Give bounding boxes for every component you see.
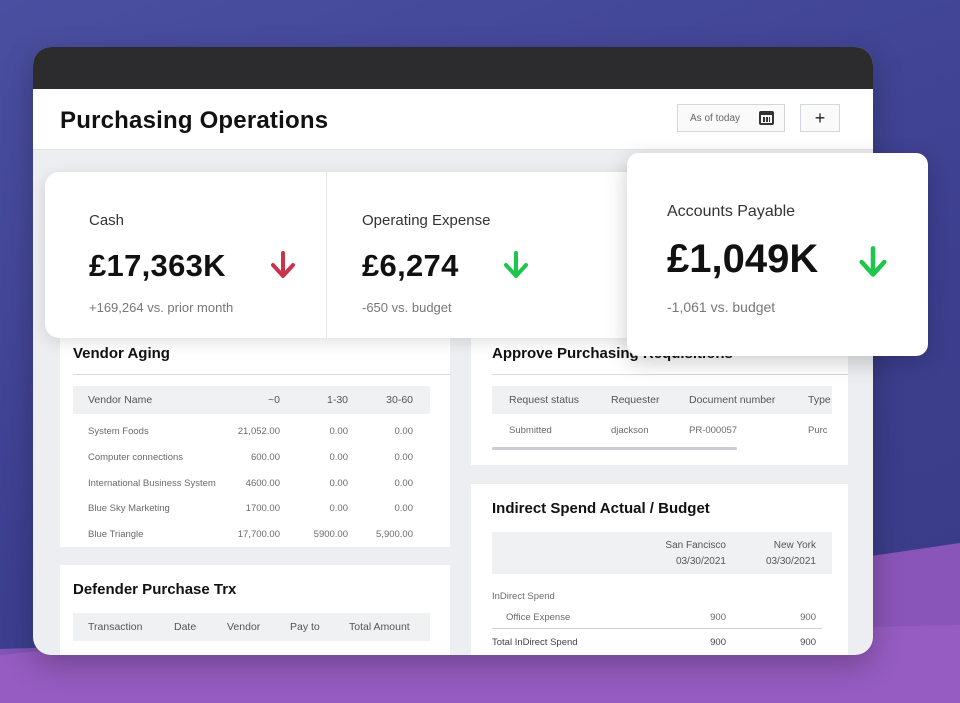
divider bbox=[492, 628, 822, 629]
request-status: Submitted bbox=[509, 425, 552, 436]
kpi-comparison: +169,264 vs. prior month bbox=[89, 300, 234, 315]
table-row[interactable]: Total InDirect Spend 900 900 bbox=[492, 637, 832, 655]
panel-title: Indirect Spend Actual / Budget bbox=[492, 500, 710, 517]
column-header-city: New York bbox=[773, 540, 816, 551]
defender-purchase-panel: Defender Purchase Trx Transaction Date V… bbox=[60, 565, 450, 655]
page-title: Purchasing Operations bbox=[60, 107, 329, 134]
kpi-comparison: -650 vs. budget bbox=[362, 300, 452, 315]
column-header: Total Amount bbox=[349, 621, 410, 633]
vendor-name: Blue Sky Marketing bbox=[88, 503, 170, 514]
cell-value: 0.00 bbox=[394, 426, 414, 437]
column-header: Requester bbox=[611, 394, 660, 406]
column-header: Vendor Name bbox=[88, 394, 153, 406]
cell-value: 5,900.00 bbox=[376, 529, 413, 540]
kpi-card-cash[interactable]: Cash £17,363K +169,264 vs. prior month bbox=[45, 172, 326, 338]
kpi-card-accounts-payable[interactable]: Accounts Payable £1,049K -1,061 vs. budg… bbox=[627, 153, 928, 356]
type: Purc bbox=[808, 425, 828, 436]
kpi-value: £17,363K bbox=[89, 248, 226, 283]
cell-value: 900 bbox=[800, 637, 816, 648]
document-number: PR-000057 bbox=[689, 425, 738, 436]
calendar-icon bbox=[759, 111, 774, 125]
vendor-name: Blue Triangle bbox=[88, 529, 144, 540]
cell-value: 600.00 bbox=[250, 452, 280, 463]
cell-value: 4600.00 bbox=[245, 478, 280, 489]
group-label: InDirect Spend bbox=[492, 591, 555, 602]
cell-value: 1700.00 bbox=[245, 503, 280, 514]
table-row[interactable]: International Business System 4600.00 0.… bbox=[73, 478, 430, 498]
divider bbox=[492, 374, 848, 375]
cell-value: 0.00 bbox=[394, 452, 414, 463]
cell-value: 0.00 bbox=[329, 426, 349, 437]
table-row[interactable]: Submitted djackson PR-000057 Purc bbox=[492, 425, 832, 445]
vendor-name: System Foods bbox=[88, 426, 149, 437]
table-header: Vendor Name ~0 1-30 30-60 bbox=[73, 386, 430, 414]
cell-value: 5900.00 bbox=[313, 529, 348, 540]
column-header-date: 03/30/2021 bbox=[765, 556, 816, 567]
kpi-label: Accounts Payable bbox=[667, 203, 796, 220]
cell-value: 0.00 bbox=[394, 503, 414, 514]
kpi-comparison: -1,061 vs. budget bbox=[667, 299, 776, 315]
row-label: Office Expense bbox=[506, 612, 571, 623]
add-button[interactable]: + bbox=[800, 104, 840, 132]
vendor-aging-panel: Vendor Aging Vendor Name ~0 1-30 30-60 S… bbox=[60, 322, 451, 549]
panel-title: Defender Purchase Trx bbox=[73, 581, 237, 598]
vendor-name: Computer connections bbox=[88, 452, 184, 463]
divider bbox=[73, 374, 451, 375]
cell-value: 0.00 bbox=[329, 452, 349, 463]
column-header: Type bbox=[808, 394, 831, 406]
row-label: Total InDirect Spend bbox=[492, 637, 578, 648]
date-filter-button[interactable]: As of today bbox=[677, 104, 785, 132]
page-header: Purchasing Operations As of today + bbox=[33, 89, 873, 150]
cell-value: 900 bbox=[710, 637, 726, 648]
column-header: Request status bbox=[509, 394, 580, 406]
table-row[interactable]: Computer connections 600.00 0.00 0.00 bbox=[73, 452, 430, 472]
column-header-city: San Fancisco bbox=[665, 540, 726, 551]
column-header: Date bbox=[174, 621, 197, 633]
table-row[interactable]: Blue Sky Marketing 1700.00 0.00 0.00 bbox=[73, 503, 430, 523]
column-header-date: 03/30/2021 bbox=[675, 556, 726, 567]
table-row[interactable]: System Foods 21,052.00 0.00 0.00 bbox=[73, 426, 430, 446]
cell-value: 900 bbox=[800, 612, 816, 623]
cell-value: 0.00 bbox=[329, 503, 349, 514]
table-header: San Fancisco 03/30/2021 New York 03/30/2… bbox=[492, 532, 832, 574]
kpi-label: Cash bbox=[89, 212, 125, 229]
table-row[interactable]: Office Expense 900 900 bbox=[492, 612, 832, 632]
kpi-strip: Cash £17,363K +169,264 vs. prior month O… bbox=[45, 172, 645, 338]
horizontal-scrollbar[interactable] bbox=[492, 447, 737, 450]
column-header: ~0 bbox=[268, 394, 280, 406]
panel-title: Vendor Aging bbox=[73, 345, 170, 362]
column-header: Document number bbox=[689, 394, 776, 406]
vendor-name: International Business System bbox=[88, 478, 216, 489]
kpi-value: £6,274 bbox=[362, 248, 459, 283]
column-header: Transaction bbox=[88, 621, 143, 633]
table-header: Transaction Date Vendor Pay to Total Amo… bbox=[73, 613, 430, 641]
kpi-card-operating-expense[interactable]: Operating Expense £6,274 -650 vs. budget bbox=[327, 172, 645, 338]
table-row[interactable]: Blue Triangle 17,700.00 5900.00 5,900.00 bbox=[73, 529, 430, 549]
kpi-label: Operating Expense bbox=[362, 212, 491, 229]
arrow-down-icon bbox=[271, 251, 295, 278]
arrow-down-icon bbox=[504, 251, 528, 278]
divider bbox=[326, 172, 327, 338]
cell-value: 21,052.00 bbox=[237, 426, 280, 437]
table-header: Request status Requester Document number… bbox=[492, 386, 832, 414]
arrow-down-icon bbox=[859, 246, 887, 277]
column-header: 1-30 bbox=[326, 394, 348, 406]
date-filter-label: As of today bbox=[690, 112, 741, 124]
cell-value: 17,700.00 bbox=[237, 529, 280, 540]
column-header: Pay to bbox=[290, 621, 320, 633]
requester: djackson bbox=[611, 425, 649, 436]
cell-value: 900 bbox=[710, 612, 726, 623]
indirect-spend-panel: Indirect Spend Actual / Budget San Fanci… bbox=[471, 484, 848, 655]
column-header: Vendor bbox=[227, 621, 261, 633]
cell-value: 0.00 bbox=[329, 478, 349, 489]
cell-value: 0.00 bbox=[394, 478, 414, 489]
kpi-value: £1,049K bbox=[667, 237, 819, 281]
window-titlebar bbox=[33, 47, 873, 89]
column-header: 30-60 bbox=[386, 394, 413, 406]
